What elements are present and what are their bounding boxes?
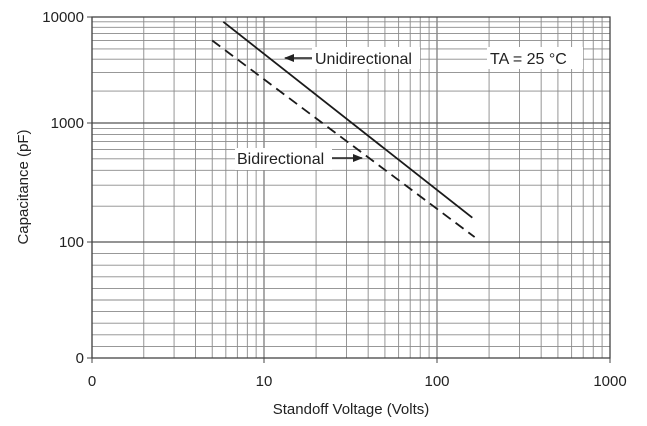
annotation-bg [487,47,583,69]
x-tick-label: 10 [256,373,273,390]
annotation-temperature: TA = 25 °C [490,51,567,68]
annotations: Unidirectional Bidirectional TA = 25 °C [235,47,583,170]
series-layer [211,21,476,238]
annotation-bidirectional: Bidirectional [237,151,324,168]
x-tick-label: 0 [88,373,96,390]
annotation-bg [235,148,332,170]
annotation-unidirectional: Unidirectional [315,51,412,68]
plot-frame [91,16,611,359]
annotation-bg [312,47,420,69]
series-line-unidirectional [222,21,473,219]
x-tick-label: 100 [424,373,449,390]
grid [91,17,610,358]
x-axis-label: Standoff Voltage (Volts) [273,401,430,418]
series-line-bidirectional [211,39,476,238]
y-tick-label: 10000 [42,9,84,26]
y-tick-label: 100 [59,234,84,251]
x-tick-label: 1000 [593,373,626,390]
y-axis-label: Capacitance (pF) [15,129,32,244]
y-tick-label: 0 [76,350,84,367]
y-tick-label: 1000 [51,115,84,132]
